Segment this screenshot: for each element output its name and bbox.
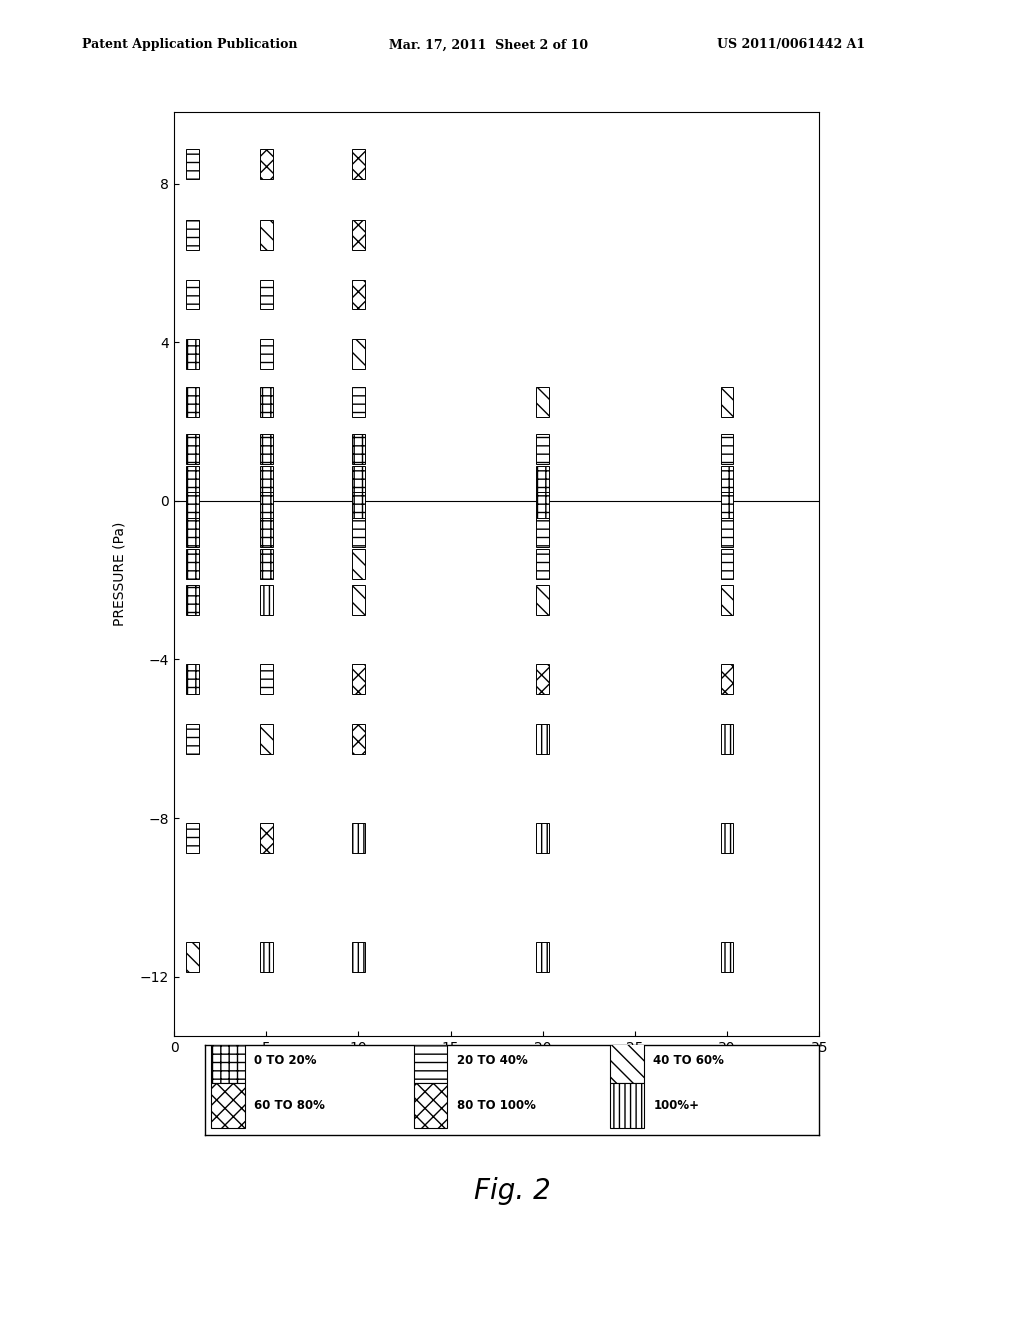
Bar: [352, 492, 365, 521]
Bar: [721, 824, 733, 853]
Bar: [186, 585, 199, 615]
Bar: [260, 220, 272, 249]
Bar: [721, 664, 733, 694]
Bar: [610, 1039, 644, 1084]
Bar: [537, 824, 549, 853]
Bar: [260, 339, 272, 370]
Bar: [186, 664, 199, 694]
Bar: [721, 466, 733, 496]
Bar: [537, 664, 549, 694]
Bar: [537, 434, 549, 465]
Bar: [352, 517, 365, 548]
Bar: [186, 149, 199, 178]
Text: 20 TO 40%: 20 TO 40%: [457, 1055, 527, 1067]
Bar: [721, 723, 733, 754]
Bar: [537, 549, 549, 579]
Text: 80 TO 100%: 80 TO 100%: [457, 1100, 536, 1111]
Bar: [186, 517, 199, 548]
Bar: [260, 149, 272, 178]
Bar: [186, 280, 199, 309]
Bar: [186, 824, 199, 853]
Bar: [352, 549, 365, 579]
Bar: [352, 585, 365, 615]
Bar: [186, 942, 199, 972]
Bar: [260, 492, 272, 521]
Bar: [352, 824, 365, 853]
Bar: [186, 723, 199, 754]
Bar: [260, 585, 272, 615]
Bar: [537, 492, 549, 521]
X-axis label: IMPULSE LENGTH (SEC): IMPULSE LENGTH (SEC): [416, 1067, 578, 1080]
Text: 0 TO 20%: 0 TO 20%: [254, 1055, 316, 1067]
Bar: [537, 723, 549, 754]
Bar: [260, 387, 272, 417]
Y-axis label: PRESSURE (Pa): PRESSURE (Pa): [112, 521, 126, 627]
Bar: [414, 1084, 447, 1129]
Bar: [352, 664, 365, 694]
Text: 40 TO 60%: 40 TO 60%: [653, 1055, 724, 1067]
Bar: [260, 723, 272, 754]
Bar: [352, 466, 365, 496]
Bar: [186, 492, 199, 521]
Text: US 2011/0061442 A1: US 2011/0061442 A1: [717, 38, 865, 51]
Bar: [352, 149, 365, 178]
Bar: [721, 387, 733, 417]
Bar: [260, 434, 272, 465]
Bar: [352, 220, 365, 249]
Bar: [352, 723, 365, 754]
Bar: [260, 824, 272, 853]
Bar: [721, 492, 733, 521]
Text: Patent Application Publication: Patent Application Publication: [82, 38, 297, 51]
Bar: [537, 942, 549, 972]
Bar: [537, 466, 549, 496]
Bar: [352, 339, 365, 370]
Bar: [721, 549, 733, 579]
Bar: [186, 434, 199, 465]
Bar: [260, 466, 272, 496]
Bar: [537, 585, 549, 615]
Bar: [610, 1084, 644, 1129]
Bar: [260, 664, 272, 694]
Bar: [414, 1039, 447, 1084]
Bar: [260, 517, 272, 548]
Bar: [186, 387, 199, 417]
Bar: [352, 387, 365, 417]
Text: 60 TO 80%: 60 TO 80%: [254, 1100, 325, 1111]
Bar: [352, 942, 365, 972]
Bar: [721, 942, 733, 972]
Bar: [211, 1084, 245, 1129]
Bar: [537, 387, 549, 417]
Bar: [186, 549, 199, 579]
Bar: [537, 517, 549, 548]
Bar: [260, 549, 272, 579]
Bar: [186, 220, 199, 249]
Bar: [352, 434, 365, 465]
Bar: [721, 434, 733, 465]
Bar: [186, 466, 199, 496]
Bar: [211, 1039, 245, 1084]
Bar: [721, 585, 733, 615]
Text: 100%+: 100%+: [653, 1100, 699, 1111]
Bar: [721, 517, 733, 548]
Bar: [260, 280, 272, 309]
Bar: [186, 339, 199, 370]
Text: Fig. 2: Fig. 2: [474, 1176, 550, 1205]
Bar: [260, 942, 272, 972]
Bar: [352, 280, 365, 309]
Text: Mar. 17, 2011  Sheet 2 of 10: Mar. 17, 2011 Sheet 2 of 10: [389, 38, 588, 51]
